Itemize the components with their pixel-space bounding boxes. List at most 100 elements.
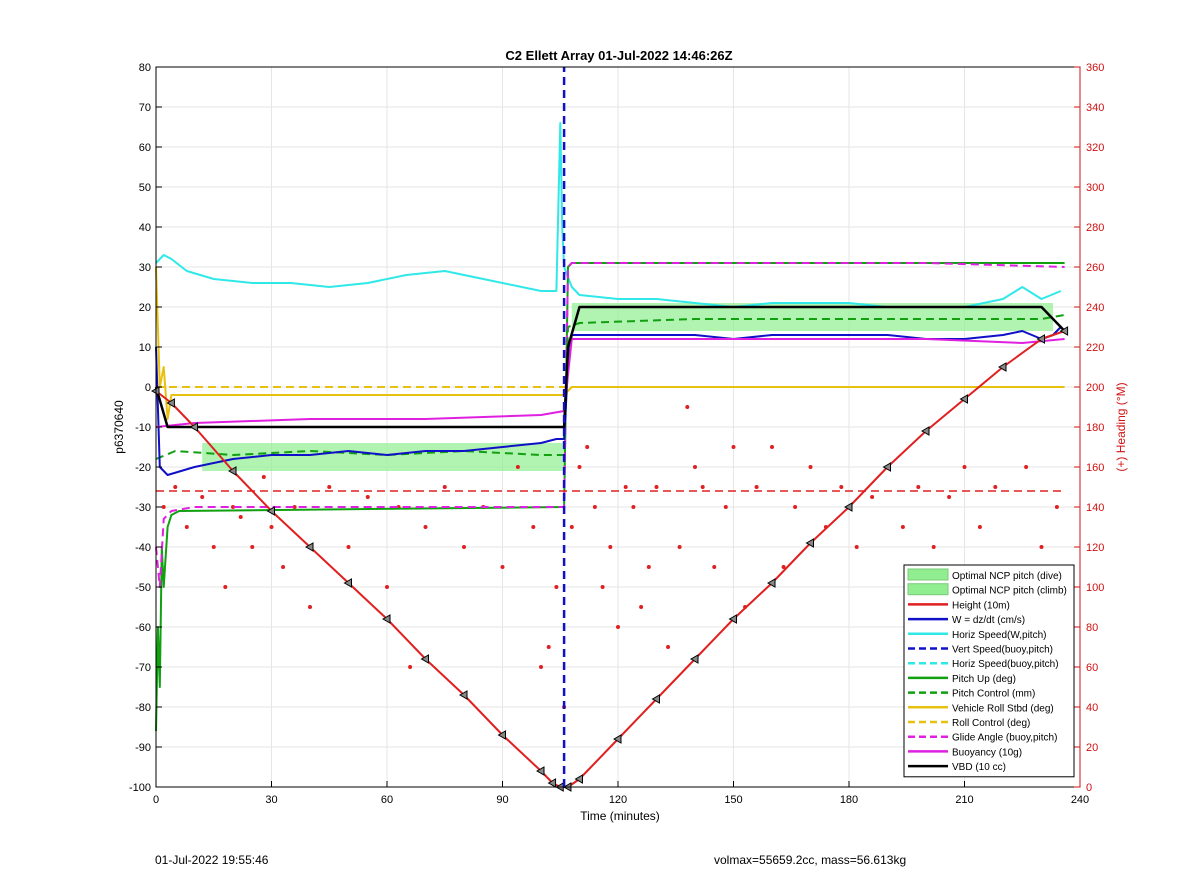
y-tick-label: -20 <box>135 462 151 474</box>
y-tick-label: -40 <box>135 542 151 554</box>
height-marker <box>420 654 429 664</box>
heading-point <box>977 525 982 529</box>
heading-point <box>623 485 628 489</box>
heading-point <box>793 505 798 509</box>
legend-swatch <box>907 583 949 596</box>
y-right-tick-label: 180 <box>1086 422 1104 434</box>
heading-point <box>1024 465 1029 469</box>
heading-point <box>731 445 736 449</box>
x-axis-label: Time (minutes) <box>580 809 660 823</box>
heading-point <box>916 485 921 489</box>
series-line-glide-angle-buoy-pitch <box>155 262 1065 588</box>
y-right-tick-label: 160 <box>1086 462 1104 474</box>
legend-label: Height (10m) <box>952 600 1010 611</box>
height-marker <box>381 614 391 624</box>
height-marker <box>882 462 891 472</box>
y-right-tick-label: 260 <box>1086 262 1104 274</box>
y-right-tick-label: 320 <box>1086 142 1104 154</box>
height-marker <box>547 778 557 788</box>
heading-point <box>608 545 613 549</box>
height-marker <box>651 694 660 704</box>
heading-point <box>184 525 189 529</box>
heading-point <box>654 485 659 489</box>
x-tick-label: 90 <box>496 794 508 806</box>
y-tick-label: -10 <box>135 422 151 434</box>
heading-point <box>173 485 178 489</box>
y-tick-label: 30 <box>139 262 151 274</box>
height-marker <box>497 730 506 740</box>
heading-point <box>616 625 620 629</box>
heading-point <box>569 525 574 529</box>
heading-point <box>261 475 266 479</box>
y-tick-label: 80 <box>139 62 151 74</box>
legend-label: Horiz Speed(buoy,pitch) <box>952 659 1059 670</box>
legend-label: Pitch Control (mm) <box>952 689 1035 700</box>
y-tick-label: 20 <box>139 302 151 314</box>
heading-point <box>693 465 697 469</box>
heading-point <box>539 665 543 669</box>
heading-point <box>250 545 255 549</box>
y-tick-label: 10 <box>139 342 151 354</box>
heading-point <box>600 585 605 589</box>
heading-point <box>808 465 813 469</box>
height-marker <box>189 422 198 432</box>
heading-point <box>592 505 597 509</box>
y-tick-label: 50 <box>139 182 151 194</box>
footer-summary: volmax=55659.2cc, mass=56.613kg <box>714 853 907 867</box>
x-tick-label: 120 <box>609 794 627 806</box>
heading-point <box>500 565 505 569</box>
y-right-tick-label: 280 <box>1086 222 1104 234</box>
heading-point <box>200 495 205 499</box>
y-right-tick-label: 300 <box>1086 182 1104 194</box>
heading-point <box>308 605 312 609</box>
heading-point <box>346 545 351 549</box>
heading-point <box>223 585 228 589</box>
x-tick-label: 30 <box>265 794 277 806</box>
x-tick-label: 60 <box>381 794 393 806</box>
heading-point <box>281 565 286 569</box>
height-marker <box>920 426 930 436</box>
heading-point <box>666 645 671 649</box>
y-axis-right-label: (+) Heading (°M) <box>1114 382 1128 471</box>
heading-point <box>585 445 590 449</box>
y-right-tick-label: 140 <box>1086 502 1104 514</box>
y-tick-label: 40 <box>139 222 151 234</box>
heading-point <box>546 645 551 649</box>
legend-label: Glide Angle (buoy,pitch) <box>952 733 1057 744</box>
y-right-tick-label: 20 <box>1086 742 1098 754</box>
heading-point <box>931 545 936 549</box>
height-marker <box>843 502 853 512</box>
y-tick-label: 70 <box>139 102 151 114</box>
heading-point <box>870 495 875 499</box>
heading-point <box>385 585 389 589</box>
y-right-tick-label: 40 <box>1086 702 1098 714</box>
heading-point <box>723 505 728 509</box>
height-marker <box>343 578 352 588</box>
y-right-tick-label: 340 <box>1086 102 1104 114</box>
heading-point <box>781 565 786 569</box>
heading-point <box>700 485 705 489</box>
heading-point <box>646 565 651 569</box>
height-marker <box>959 394 968 404</box>
heading-point <box>639 605 644 609</box>
heading-point <box>515 465 520 469</box>
heading-point <box>238 515 243 519</box>
y-tick-label: -80 <box>135 702 151 714</box>
heading-point <box>327 485 332 489</box>
heading-point <box>442 485 447 489</box>
height-marker <box>805 538 814 548</box>
height-marker <box>574 774 583 784</box>
axes: 0 30 60 90 120 150 180 210 240-100-90-80-70-60-5… <box>129 62 1104 806</box>
y-right-tick-label: 360 <box>1086 62 1104 74</box>
heading-point <box>947 495 952 499</box>
y-right-tick-label: 60 <box>1086 662 1098 674</box>
y-tick-label: -90 <box>135 742 151 754</box>
series-line-vbd-10-cc <box>154 305 1066 429</box>
y-right-tick-label: 200 <box>1086 382 1104 394</box>
height-marker <box>728 614 737 624</box>
footer-timestamp: 01-Jul-2022 19:55:46 <box>155 853 269 867</box>
height-marker <box>535 766 545 776</box>
y-axis-label: p6370640 <box>112 400 126 454</box>
series-layer <box>150 67 1069 792</box>
